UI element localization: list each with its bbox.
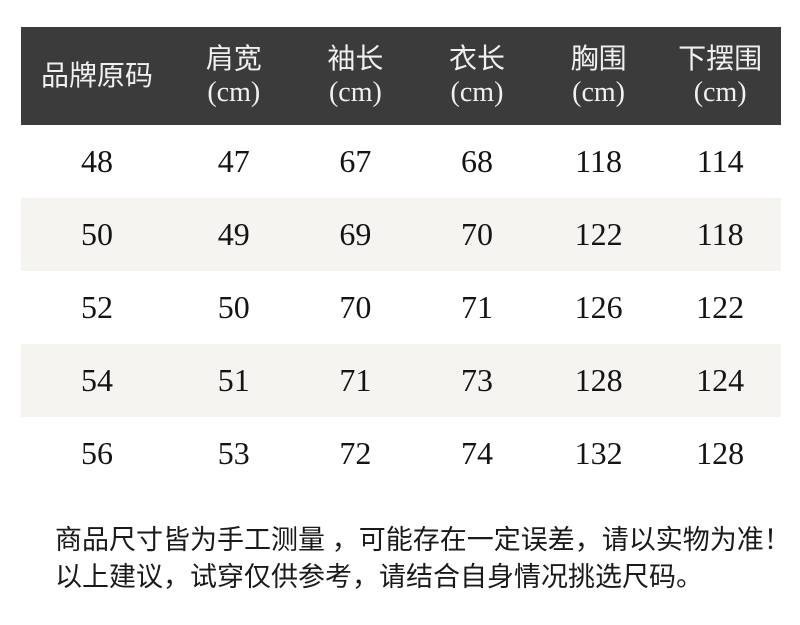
- header-unit: (cm): [328, 77, 382, 108]
- table-row: 54 51 71 73 128 124: [21, 344, 781, 417]
- header-cell-brand-size: 品牌原码: [21, 60, 173, 93]
- table-cell: 51: [217, 362, 250, 398]
- table-cell: 118: [575, 143, 622, 179]
- header-cell-garment-length: 衣长 (cm): [416, 43, 538, 109]
- table-row: 56 53 72 74 132 128: [21, 417, 781, 490]
- table-cell: 52: [81, 289, 113, 325]
- table-row: 52 50 70 71 126 122: [21, 271, 781, 344]
- table-cell: 56: [81, 435, 113, 471]
- header-label: 衣长: [448, 44, 505, 75]
- table-cell: 128: [696, 435, 745, 471]
- table-cell: 50: [81, 216, 113, 252]
- disclaimer-line-2: 以上建议，试穿仅供参考，请结合自身情况挑选尺码。: [55, 562, 703, 592]
- table-cell: 67: [339, 143, 372, 179]
- disclaimer-line-1: 商品尺寸皆为手工测量 ，可能存在一定误差，请以实物为准！: [55, 525, 791, 555]
- table-cell: 48: [81, 143, 113, 179]
- header-label: 肩宽: [205, 44, 262, 75]
- measurement-disclaimer: 商品尺寸皆为手工测量 ，可能存在一定误差，请以实物为准！ 以上建议，试穿仅供参考…: [55, 522, 791, 596]
- table-cell: 118: [696, 216, 744, 252]
- table-cell: 71: [339, 362, 372, 398]
- table-cell: 53: [217, 435, 250, 471]
- table-cell: 47: [217, 143, 250, 179]
- table-cell: 73: [460, 362, 493, 398]
- table-cell: 54: [81, 362, 113, 398]
- table-cell: 50: [217, 289, 250, 325]
- table-cell: 122: [696, 289, 745, 325]
- table-cell: 128: [574, 362, 623, 398]
- header-cell-sleeve-length: 袖长 (cm): [295, 43, 417, 109]
- table-cell: 132: [574, 435, 623, 471]
- table-header-row: 品牌原码 肩宽 (cm) 袖长 (cm) 衣长 (cm) 胸围 (cm) 下摆围…: [21, 27, 781, 125]
- table-cell: 71: [460, 289, 493, 325]
- header-label: 袖长: [327, 44, 384, 75]
- table-cell: 126: [574, 289, 623, 325]
- header-cell-chest: 胸围 (cm): [538, 43, 660, 109]
- table-cell: 114: [696, 143, 744, 179]
- header-unit: (cm): [207, 77, 261, 108]
- size-chart-table: 品牌原码 肩宽 (cm) 袖长 (cm) 衣长 (cm) 胸围 (cm) 下摆围…: [21, 27, 781, 490]
- table-row: 50 49 69 70 122 118: [21, 198, 781, 271]
- table-cell: 70: [339, 289, 372, 325]
- header-unit: (cm): [693, 77, 747, 108]
- table-cell: 68: [460, 143, 493, 179]
- header-unit: (cm): [450, 77, 504, 108]
- table-row: 48 47 67 68 118 114: [21, 125, 781, 198]
- table-cell: 70: [460, 216, 493, 252]
- header-unit: (cm): [572, 77, 625, 108]
- header-cell-hem: 下摆围 (cm): [659, 43, 781, 109]
- table-cell: 122: [574, 216, 623, 252]
- table-cell: 74: [460, 435, 493, 471]
- table-cell: 124: [696, 362, 745, 398]
- header-label: 下摆围: [678, 44, 763, 75]
- table-cell: 49: [217, 216, 250, 252]
- header-label: 品牌原码: [40, 60, 153, 92]
- table-cell: 69: [339, 216, 372, 252]
- table-cell: 72: [339, 435, 372, 471]
- header-label: 胸围: [570, 44, 627, 75]
- header-cell-shoulder-width: 肩宽 (cm): [173, 43, 295, 109]
